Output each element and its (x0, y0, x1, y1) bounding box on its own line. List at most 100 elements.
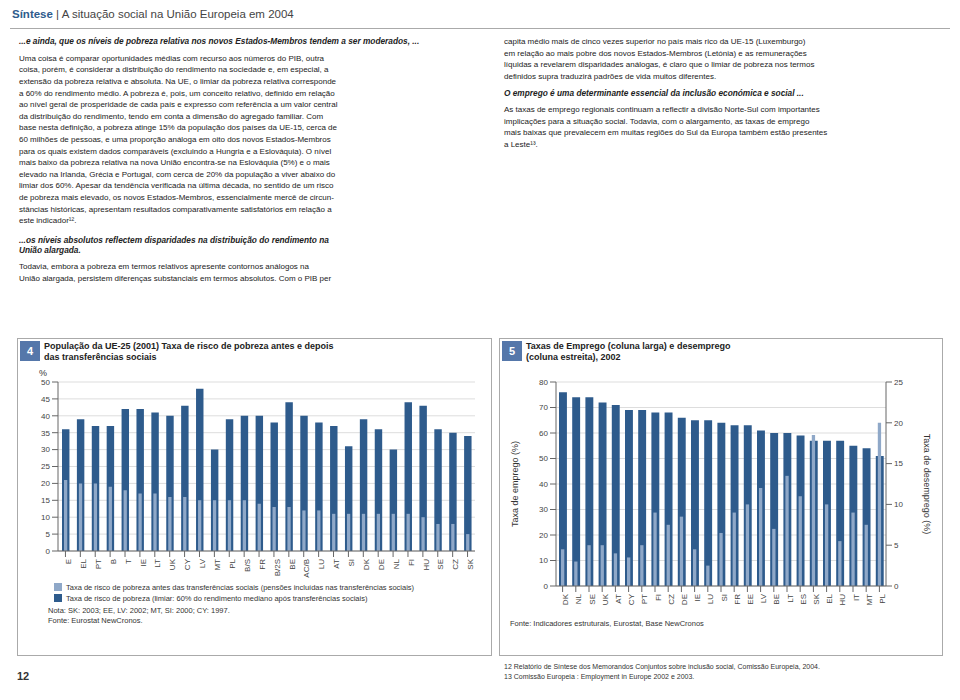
svg-text:DK: DK (561, 593, 570, 605)
svg-text:CY: CY (183, 558, 192, 570)
svg-text:70: 70 (539, 403, 548, 412)
svg-text:LV: LV (759, 593, 768, 603)
svg-text:BE: BE (772, 594, 781, 605)
svg-text:5: 5 (894, 541, 899, 550)
svg-text:0: 0 (544, 581, 549, 590)
svg-text:MT: MT (213, 558, 222, 570)
svg-text:NL: NL (392, 558, 401, 569)
svg-text:SI: SI (347, 559, 356, 567)
svg-text:AT: AT (332, 558, 341, 568)
svg-text:LU: LU (317, 558, 326, 568)
svg-text:DK: DK (362, 558, 371, 570)
html-text:Fonte: Indicadores estruturais: Fonte: Indicadores estruturais, Eurostat… (510, 618, 704, 628)
svg-text:SE: SE (588, 594, 597, 605)
svg-text:CY: CY (627, 593, 636, 605)
svg-text:UK: UK (168, 558, 177, 570)
svg-text:10: 10 (41, 513, 50, 522)
html-text:As taxas de emprego regionais: As taxas de emprego regionais continuam … (504, 105, 828, 149)
svg-text:10: 10 (894, 500, 903, 509)
svg-text:SI: SI (720, 594, 729, 602)
svg-text:LT: LT (786, 593, 795, 602)
html-text:O emprego é uma determinante e: O emprego é uma determinante essencial d… (504, 88, 804, 99)
svg-text:AC/B: AC/B (302, 559, 311, 578)
svg-text:LU: LU (706, 593, 715, 603)
svg-text:80: 80 (539, 377, 548, 386)
svg-text:HU: HU (838, 593, 847, 605)
svg-text:EL: EL (825, 593, 834, 603)
svg-text:20: 20 (41, 479, 50, 488)
html-text:...e ainda, que os níveis de p: ...e ainda, que os níveis de pobreza rel… (19, 36, 420, 46)
svg-text:B/S: B/S (243, 559, 252, 572)
svg-text:PT: PT (640, 593, 649, 603)
svg-text:0: 0 (46, 546, 51, 555)
svg-text:SK: SK (466, 558, 475, 569)
html-text:Síntese | A situação social na: Síntese | A situação social na União Eur… (12, 8, 294, 20)
html-text:13 Comissão Europeia : Employm: 13 Comissão Europeia : Employment in Eur… (504, 672, 695, 680)
svg-text:HU: HU (422, 558, 431, 570)
svg-text:25: 25 (41, 462, 50, 471)
svg-text:AT: AT (614, 593, 623, 603)
svg-text:15: 15 (894, 459, 903, 468)
svg-text:FR: FR (258, 558, 267, 569)
svg-text:ES: ES (799, 594, 808, 605)
html-text:capita médio mais de cinco vez: capita médio mais de cinco vezes superio… (504, 37, 815, 81)
html-text:5: 5 (508, 345, 516, 357)
svg-text:UK: UK (601, 593, 610, 605)
html-text:4: 4 (26, 345, 34, 357)
svg-text:IE: IE (139, 559, 148, 567)
svg-text:PL: PL (228, 558, 237, 568)
svg-text:20: 20 (894, 418, 903, 427)
svg-text:45: 45 (41, 394, 50, 403)
svg-text:40: 40 (41, 411, 50, 420)
svg-text:%: % (39, 368, 47, 378)
html-text:12: 12 (17, 670, 30, 682)
svg-text:NL: NL (574, 593, 583, 604)
svg-text:LT: LT (153, 558, 162, 567)
svg-text:SK: SK (812, 593, 821, 604)
html-text:Taxa de risco de pobreza antes: Taxa de risco de pobreza antes das trans… (66, 582, 415, 592)
svg-text:35: 35 (41, 428, 50, 437)
html-text:Nota: SK: 2003; EE, LV: 2002;: Nota: SK: 2003; EE, LV: 2002; MT, SI: 20… (48, 605, 230, 625)
svg-text:30: 30 (41, 445, 50, 454)
svg-text:DE: DE (377, 559, 386, 570)
svg-text:B/2S: B/2S (273, 559, 282, 576)
svg-text:PT: PT (94, 558, 103, 568)
svg-text:PL: PL (878, 593, 887, 603)
svg-text:EL: EL (79, 558, 88, 568)
svg-text:50: 50 (539, 454, 548, 463)
svg-text:MT: MT (865, 593, 874, 605)
svg-text:15: 15 (41, 496, 50, 505)
svg-text:BE: BE (288, 559, 297, 570)
svg-text:10: 10 (539, 556, 548, 565)
svg-text:CZ: CZ (451, 558, 460, 569)
svg-text:Taxa de desemprego (%): Taxa de desemprego (%) (922, 433, 932, 534)
svg-text:20: 20 (539, 530, 548, 539)
svg-text:FI: FI (654, 594, 663, 601)
svg-text:FR: FR (733, 593, 742, 604)
svg-text:B: B (109, 559, 118, 564)
svg-text:SE: SE (436, 559, 445, 570)
svg-text:5: 5 (46, 529, 51, 538)
html-text:Todavia, embora a pobreza em t: Todavia, embora a pobreza em termos rela… (19, 262, 332, 283)
svg-text:E: E (64, 559, 73, 564)
svg-text:EE: EE (746, 594, 755, 605)
svg-text:CZ: CZ (667, 593, 676, 604)
svg-text:25: 25 (894, 377, 903, 386)
svg-text:Taxa de emprego (%): Taxa de emprego (%) (510, 440, 520, 526)
svg-text:0: 0 (894, 581, 899, 590)
html-text:...os níveis absolutos reflect: ...os níveis absolutos reflectem dispari… (19, 234, 329, 256)
svg-text:40: 40 (539, 479, 548, 488)
svg-text:FI: FI (407, 559, 416, 566)
svg-text:IT: IT (852, 593, 861, 600)
html-text:Taxas de Emprego (coluna larga: Taxas de Emprego (coluna larga) e desemp… (526, 341, 731, 363)
svg-text:30: 30 (539, 505, 548, 514)
html-text:População da UE-25 (2001) Taxa: População da UE-25 (2001) Taxa de risco … (44, 341, 334, 363)
svg-text:T: T (124, 558, 133, 563)
svg-text:DE: DE (680, 594, 689, 605)
html-text:Taxa de risco de pobreza (limi: Taxa de risco de pobreza (limiar: 60% do… (66, 593, 368, 603)
svg-text:IE: IE (693, 594, 702, 602)
svg-text:LV: LV (198, 558, 207, 568)
svg-text:50: 50 (41, 377, 50, 386)
svg-text:60: 60 (539, 428, 548, 437)
html-text:Uma coisa é comparar oportunid: Uma coisa é comparar oportunidades média… (19, 53, 338, 226)
